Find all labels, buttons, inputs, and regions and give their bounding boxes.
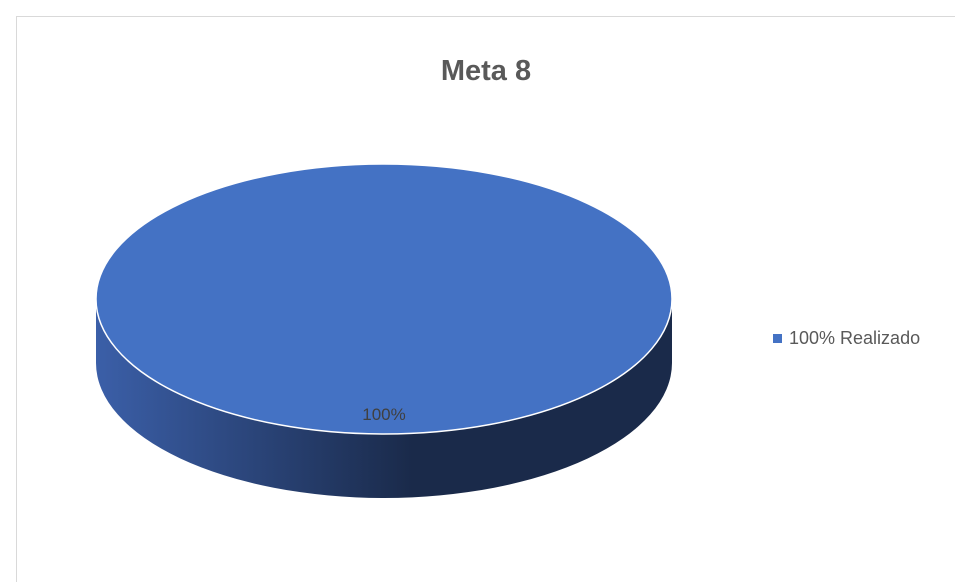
pie-slice-side: [96, 299, 672, 498]
pie-slice-top-0: [95, 163, 673, 435]
chart-title: Meta 8: [440, 55, 532, 87]
pie-layer: 100%: [95, 163, 673, 498]
legend-label: 100% Realizado: [789, 328, 921, 348]
legend: 100% Realizado: [773, 328, 920, 349]
data-label-0: 100%: [362, 405, 405, 424]
chart-frame: Meta 8 100% 100% Realizado: [16, 16, 955, 582]
legend-swatch: [773, 334, 782, 343]
pie-chart: 100%: [95, 163, 673, 498]
